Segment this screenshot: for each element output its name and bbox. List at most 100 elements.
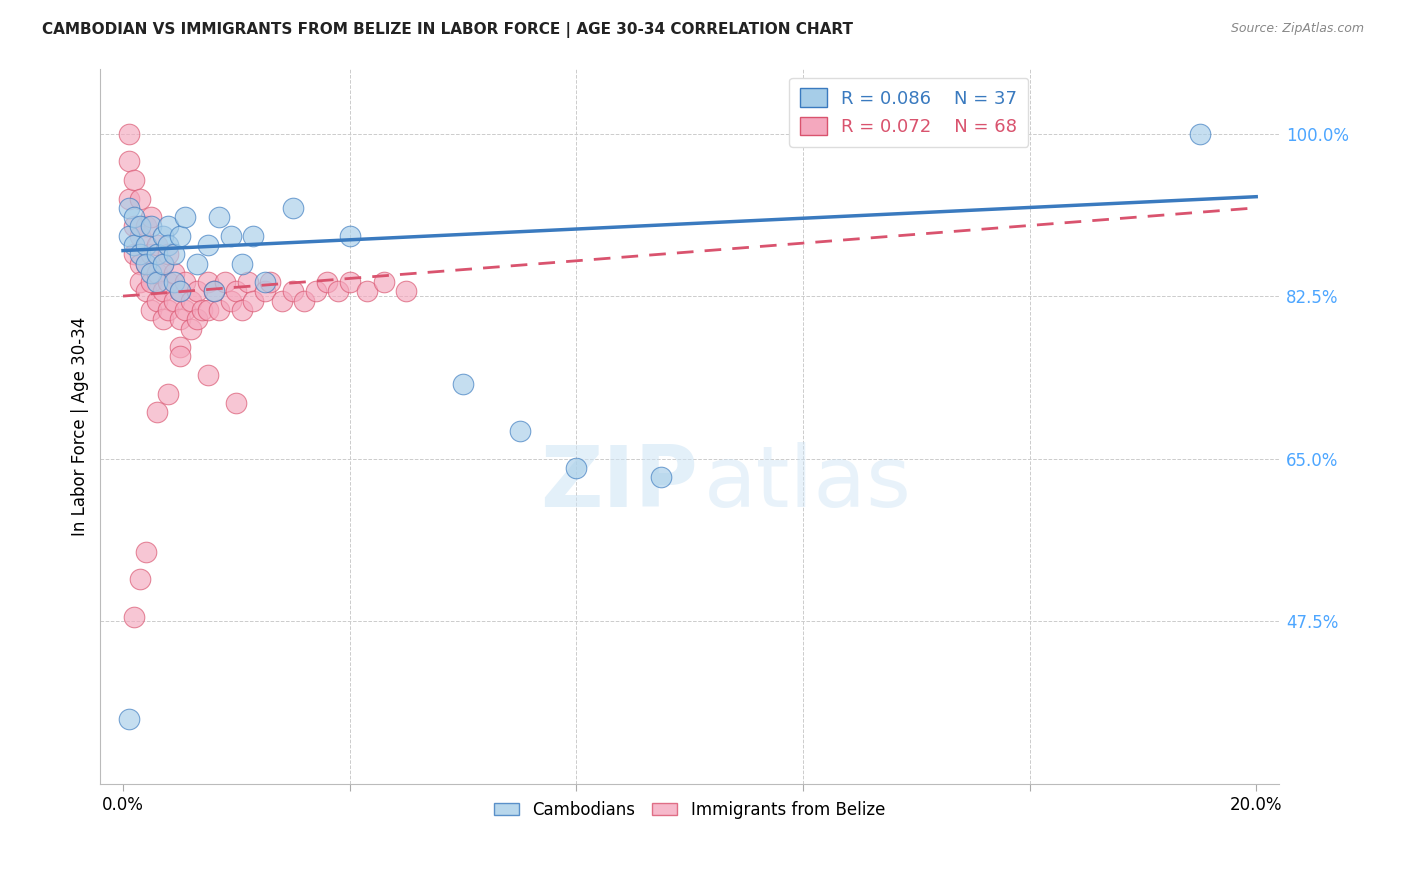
Point [146, 238, 169, 252]
Point [118, 201, 141, 215]
Point [197, 303, 219, 318]
Point [118, 712, 141, 726]
Point [152, 256, 174, 270]
Point [157, 247, 180, 261]
Point [146, 293, 169, 308]
Point [146, 266, 169, 280]
Point [163, 266, 186, 280]
Point [169, 340, 191, 354]
Point [225, 396, 247, 410]
Point [174, 210, 197, 224]
Point [186, 256, 208, 270]
Point [1188, 127, 1211, 141]
Point [219, 228, 242, 243]
Point [118, 127, 141, 141]
Text: CAMBODIAN VS IMMIGRANTS FROM BELIZE IN LABOR FORCE | AGE 30-34 CORRELATION CHART: CAMBODIAN VS IMMIGRANTS FROM BELIZE IN L… [42, 22, 853, 38]
Point [157, 275, 180, 289]
Point [135, 219, 157, 234]
Point [163, 293, 186, 308]
Point [169, 312, 191, 326]
Point [157, 219, 180, 234]
Point [152, 285, 174, 299]
Point [180, 321, 202, 335]
Point [253, 275, 276, 289]
Point [305, 285, 328, 299]
Point [208, 210, 231, 224]
Point [152, 228, 174, 243]
Point [231, 303, 253, 318]
Point [146, 247, 169, 261]
Y-axis label: In Labor Force | Age 30-34: In Labor Force | Age 30-34 [72, 317, 89, 536]
Point [169, 285, 191, 299]
Point [152, 256, 174, 270]
Point [197, 368, 219, 382]
Point [135, 285, 157, 299]
Text: Source: ZipAtlas.com: Source: ZipAtlas.com [1230, 22, 1364, 36]
Point [281, 285, 304, 299]
Point [174, 275, 197, 289]
Point [118, 192, 141, 206]
Point [124, 173, 146, 187]
Point [146, 275, 169, 289]
Point [124, 238, 146, 252]
Point [509, 424, 531, 438]
Point [339, 228, 361, 243]
Point [135, 238, 157, 252]
Point [214, 275, 236, 289]
Point [129, 219, 152, 234]
Point [219, 293, 242, 308]
Point [129, 192, 152, 206]
Point [186, 312, 208, 326]
Point [141, 275, 163, 289]
Point [328, 285, 350, 299]
Point [124, 609, 146, 624]
Point [281, 201, 304, 215]
Point [186, 285, 208, 299]
Point [373, 275, 395, 289]
Point [191, 303, 214, 318]
Point [259, 275, 281, 289]
Point [202, 285, 225, 299]
Point [650, 470, 672, 484]
Legend: Cambodians, Immigrants from Belize: Cambodians, Immigrants from Belize [488, 794, 891, 825]
Point [129, 256, 152, 270]
Point [141, 219, 163, 234]
Point [141, 210, 163, 224]
Point [146, 405, 169, 419]
Point [236, 275, 259, 289]
Point [356, 285, 378, 299]
Point [174, 303, 197, 318]
Point [157, 238, 180, 252]
Point [157, 303, 180, 318]
Point [141, 303, 163, 318]
Point [270, 293, 292, 308]
Point [197, 275, 219, 289]
Point [124, 210, 146, 224]
Point [135, 256, 157, 270]
Point [129, 228, 152, 243]
Point [129, 247, 152, 261]
Point [169, 228, 191, 243]
Point [242, 293, 264, 308]
Point [180, 293, 202, 308]
Point [451, 377, 474, 392]
Point [124, 247, 146, 261]
Text: atlas: atlas [703, 442, 911, 524]
Point [141, 247, 163, 261]
Point [197, 238, 219, 252]
Point [253, 285, 276, 299]
Point [225, 285, 247, 299]
Point [157, 386, 180, 401]
Point [242, 228, 264, 243]
Point [202, 285, 225, 299]
Point [395, 285, 418, 299]
Point [135, 544, 157, 558]
Point [129, 275, 152, 289]
Point [208, 303, 231, 318]
Point [152, 312, 174, 326]
Text: ZIP: ZIP [540, 442, 697, 524]
Point [339, 275, 361, 289]
Point [565, 461, 588, 475]
Point [169, 285, 191, 299]
Point [292, 293, 315, 308]
